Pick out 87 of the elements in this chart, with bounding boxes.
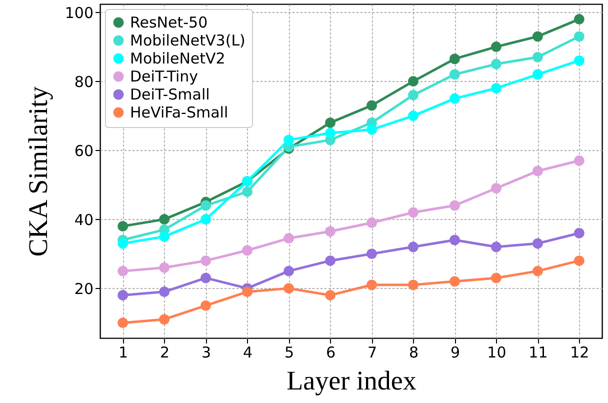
point xyxy=(532,238,543,249)
point xyxy=(408,280,418,290)
point xyxy=(490,242,502,252)
point xyxy=(532,266,543,276)
point xyxy=(532,31,543,42)
x-tick-label: 5 xyxy=(284,344,294,362)
point xyxy=(366,248,377,260)
legend-label: MobileNetV2 xyxy=(130,50,226,68)
point xyxy=(159,286,170,297)
x-tick-label: 4 xyxy=(243,344,253,362)
point xyxy=(366,218,377,228)
point xyxy=(449,234,460,246)
y-tick-label: 20 xyxy=(74,280,94,298)
point xyxy=(449,93,460,104)
point xyxy=(118,318,128,328)
x-tick-label: 6 xyxy=(326,344,336,362)
point xyxy=(366,100,377,111)
point xyxy=(449,276,460,287)
point xyxy=(574,14,584,24)
x-tick-label: 12 xyxy=(570,344,590,362)
x-tick-label: 7 xyxy=(367,344,378,362)
point xyxy=(242,286,253,297)
point xyxy=(490,272,502,284)
legend-label: HeViFa-Small xyxy=(130,104,228,122)
point xyxy=(118,220,128,232)
point xyxy=(200,200,212,211)
point xyxy=(490,42,502,52)
point xyxy=(574,55,584,66)
legend-label: DeiT-Small xyxy=(130,86,210,104)
point xyxy=(532,52,543,62)
point xyxy=(159,314,170,325)
point xyxy=(325,128,336,138)
legend-label: ResNet-50 xyxy=(130,14,208,32)
y-tick-label: 40 xyxy=(74,210,94,229)
point xyxy=(242,186,253,197)
point xyxy=(449,200,460,211)
point xyxy=(574,255,584,266)
x-tick-label: 2 xyxy=(160,344,170,362)
point xyxy=(118,238,128,249)
x-tick-label: 8 xyxy=(408,344,419,362)
x-tick-label: 11 xyxy=(528,344,548,362)
x-tick-label: 1 xyxy=(118,344,128,362)
point xyxy=(366,280,377,290)
point xyxy=(408,207,418,218)
point xyxy=(574,228,584,238)
point xyxy=(242,245,253,256)
point xyxy=(284,134,294,146)
point xyxy=(200,214,212,225)
point xyxy=(532,69,543,80)
point xyxy=(284,266,294,276)
point xyxy=(200,300,212,311)
point xyxy=(325,226,336,237)
legend-label: DeiT-Tiny xyxy=(130,68,198,86)
point xyxy=(118,266,128,276)
point xyxy=(200,255,212,266)
x-tick-label: 10 xyxy=(487,344,506,362)
point xyxy=(159,214,170,225)
point xyxy=(490,183,502,194)
y-tick-label: 80 xyxy=(74,72,94,91)
point xyxy=(118,290,128,300)
point xyxy=(325,255,336,266)
point xyxy=(490,58,502,70)
x-tick-label: 3 xyxy=(202,344,212,362)
legend-label: MobileNetV3(L) xyxy=(130,32,246,50)
point xyxy=(408,242,418,252)
point xyxy=(159,231,170,242)
point xyxy=(574,155,584,166)
point xyxy=(408,90,418,100)
y-axis-title: CKA Similarity xyxy=(22,86,53,257)
point xyxy=(532,166,543,176)
x-axis-title: Layer index xyxy=(286,366,417,396)
point xyxy=(325,290,336,300)
point xyxy=(490,82,502,94)
point xyxy=(284,233,294,244)
x-tick-label: 9 xyxy=(450,344,460,362)
point xyxy=(408,76,418,87)
point xyxy=(449,69,460,80)
point xyxy=(284,283,294,294)
point xyxy=(449,54,460,64)
point xyxy=(159,262,170,273)
point xyxy=(574,31,584,42)
point xyxy=(408,110,418,122)
point xyxy=(200,272,212,284)
point xyxy=(325,117,336,128)
y-tick-label: 100 xyxy=(64,4,94,22)
y-tick-label: 60 xyxy=(74,142,94,160)
point xyxy=(366,124,377,135)
